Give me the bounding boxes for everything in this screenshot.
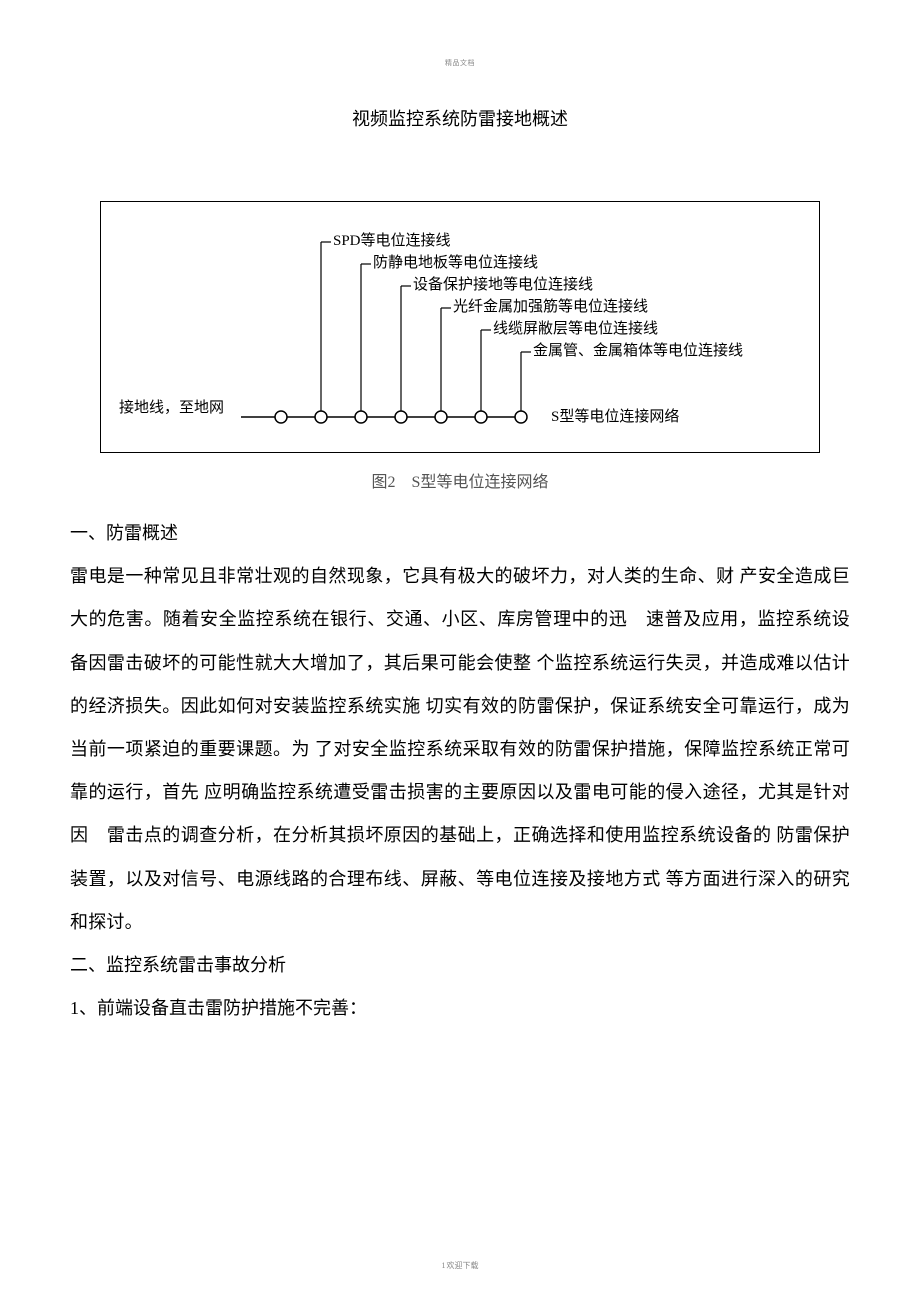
header-watermark: 精品文档 [445,58,475,68]
section-1-heading: 一、防雷概述 [70,512,850,555]
label-s-type-network: S型等电位连接网络 [551,410,679,425]
label-fiber-metal: 光纤金属加强筋等电位连接线 [453,300,648,315]
page-container: 精品文档 视频监控系统防雷接地概述 [0,0,920,1303]
footer-text: 欢迎下载 [447,1261,479,1270]
label-antistatic-floor: 防静电地板等电位连接线 [373,256,538,271]
label-spd: SPD等电位连接线 [333,234,451,249]
page-number: 1 [442,1261,446,1270]
diagram-svg [101,202,821,454]
page-footer: 1欢迎下载 [442,1260,479,1271]
label-metal-pipe: 金属管、金属箱体等电位连接线 [533,344,743,359]
figure-caption: 图2 S型等电位连接网络 [70,468,850,492]
document-title: 视频监控系统防雷接地概述 [70,105,850,131]
equipotential-diagram: SPD等电位连接线 防静电地板等电位连接线 设备保护接地等电位连接线 光纤金属加… [100,201,820,453]
label-ground-line: 接地线，至地网 [119,401,224,416]
section-3-heading: 1、前端设备直击雷防护措施不完善： [70,987,850,1030]
section-2-heading: 二、监控系统雷击事故分析 [70,944,850,987]
label-cable-shield: 线缆屏敝层等电位连接线 [493,322,658,337]
label-equipment-protect: 设备保护接地等电位连接线 [413,278,593,293]
section-1-body: 雷电是一种常见且非常壮观的自然现象，它具有极大的破坏力，对人类的生命、财 产安全… [70,555,850,944]
